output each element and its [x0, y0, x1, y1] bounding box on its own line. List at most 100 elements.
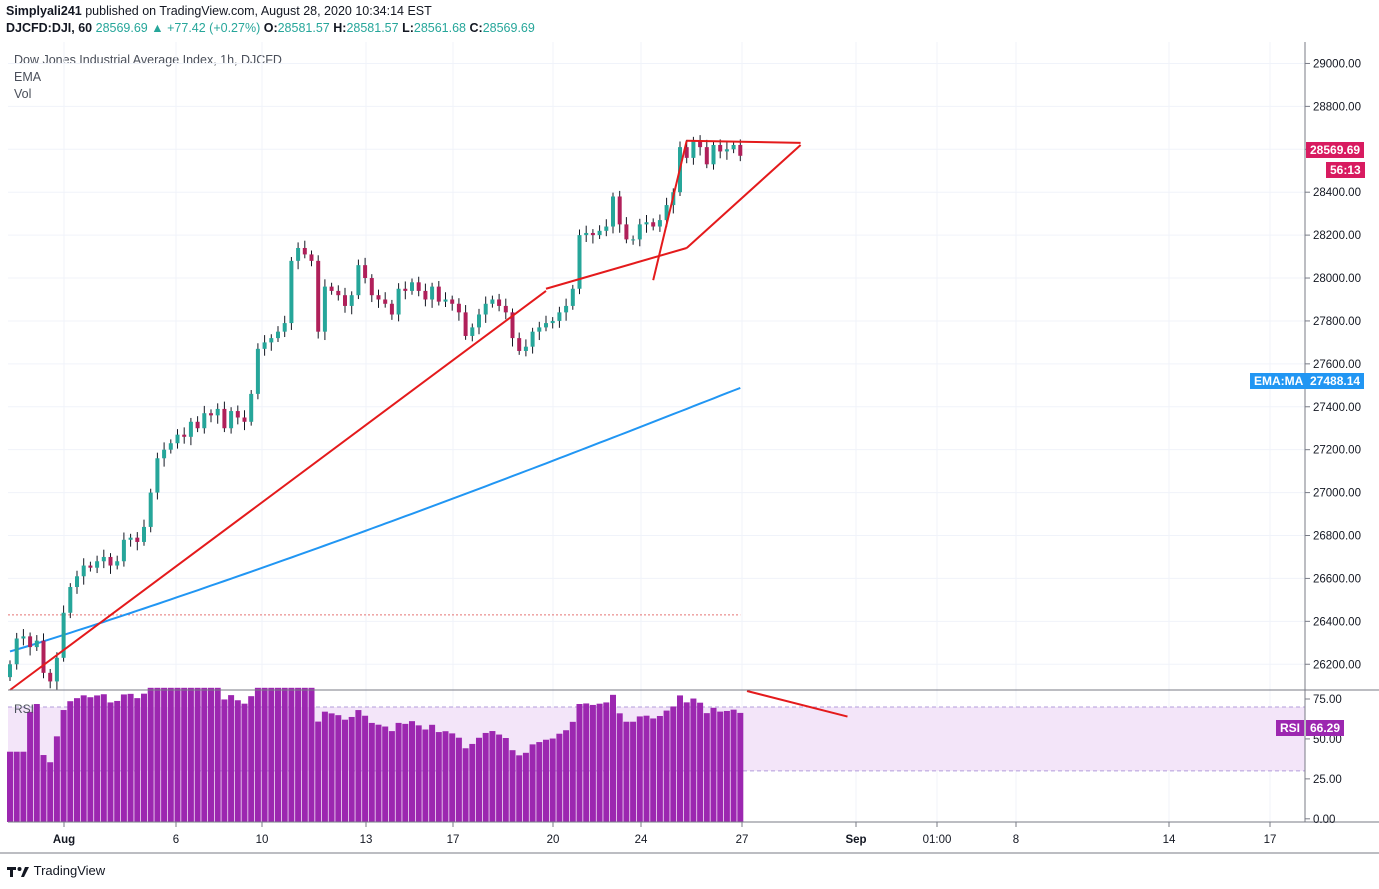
candle	[497, 299, 502, 306]
rsi-bar	[516, 755, 523, 822]
rsi-bar	[248, 696, 255, 822]
trendline	[686, 139, 801, 144]
candle	[691, 140, 696, 158]
rsi-legend[interactable]: RSI	[14, 702, 35, 716]
rsi-bar	[335, 715, 342, 822]
candle	[135, 537, 140, 542]
rsi-bar	[435, 732, 442, 822]
candle	[410, 282, 414, 291]
trendline	[545, 247, 687, 290]
rsi-bar	[221, 699, 228, 822]
low-label: L:	[402, 21, 414, 35]
candle	[48, 672, 53, 682]
candle	[724, 149, 729, 152]
rsi-bar	[154, 687, 161, 822]
candle	[41, 640, 46, 673]
candle	[611, 196, 615, 227]
legend-ema[interactable]: EMA	[14, 70, 42, 84]
rsi-bar	[509, 750, 516, 822]
symbol[interactable]: DJCFD:DJI, 60	[6, 21, 93, 35]
rsi-name-tag: RSI	[1276, 720, 1305, 736]
candle	[564, 305, 569, 313]
rsi-bar	[368, 722, 375, 822]
ohlc-header: DJCFD:DJI, 60 28569.69 ▲ +77.42 (+0.27%)…	[6, 21, 535, 35]
candle	[430, 286, 435, 300]
price-tick-label: 27800.00	[1313, 316, 1361, 328]
rsi-bar	[409, 721, 415, 822]
candle	[68, 587, 73, 613]
candle	[416, 282, 421, 291]
rsi-bar	[308, 687, 315, 822]
rsi-bar	[194, 687, 201, 822]
rsi-bar	[342, 719, 348, 822]
candle	[651, 222, 656, 227]
candle	[510, 312, 515, 339]
rsi-bar	[67, 701, 74, 822]
price-tick-label: 27200.00	[1313, 445, 1361, 457]
rsi-bar	[174, 687, 181, 822]
rsi-bar	[27, 711, 34, 822]
legend-vol[interactable]: Vol	[14, 87, 32, 101]
footer-brand[interactable]: TradingView	[6, 862, 105, 878]
candle	[282, 323, 287, 332]
rsi-bar	[489, 731, 496, 822]
candle	[101, 556, 106, 562]
publish-header: Simplyali241 published on TradingView.co…	[6, 4, 432, 18]
candle	[463, 312, 468, 336]
rsi-bar	[683, 702, 690, 822]
candle	[590, 232, 595, 236]
candle	[570, 288, 575, 306]
candle	[28, 636, 33, 648]
rsi-bar	[717, 711, 724, 822]
publisher-name[interactable]: Simplyali241	[6, 4, 82, 18]
rsi-bar	[234, 700, 241, 822]
rsi-bar	[663, 710, 670, 822]
candle	[363, 265, 368, 279]
candle	[537, 327, 542, 332]
rsi-bar	[610, 694, 616, 822]
candle	[142, 526, 146, 542]
candle	[718, 144, 723, 152]
rsi-bar	[80, 695, 87, 822]
price-tag: 28569.69	[1306, 142, 1365, 158]
rsi-bar	[288, 687, 295, 822]
rsi-bar	[630, 721, 637, 822]
rsi-bar	[596, 703, 603, 822]
rsi-bar	[167, 687, 174, 822]
candle	[477, 314, 481, 328]
footer-brand-text: TradingView	[33, 863, 106, 879]
high-label: H:	[333, 21, 347, 35]
trendlines	[9, 139, 848, 718]
price-tick-label: 27400.00	[1313, 402, 1361, 414]
rsi-bar	[181, 687, 188, 822]
rsi-bar	[362, 715, 369, 822]
candle	[235, 411, 240, 418]
rsi-bar	[476, 737, 482, 822]
candle	[456, 303, 461, 313]
time-tick-label: 13	[360, 834, 373, 846]
rsi-bar	[449, 733, 456, 822]
rsi-bar	[496, 734, 503, 822]
rsi-bar	[455, 737, 462, 822]
time-tick-label: 14	[1163, 834, 1176, 846]
candle	[302, 247, 307, 255]
candle	[195, 421, 200, 429]
rsi-bar	[315, 721, 322, 822]
rsi-bar	[429, 724, 436, 822]
rsi-bar	[53, 736, 60, 822]
candle	[148, 492, 153, 527]
published-text: published on TradingView.com, August 28,…	[85, 4, 432, 18]
candle	[356, 265, 361, 296]
time-tick-label: 17	[1264, 834, 1277, 846]
candle	[604, 226, 609, 231]
candle	[162, 449, 167, 459]
candle	[450, 299, 455, 304]
rsi-bar	[375, 724, 382, 822]
candle	[731, 144, 736, 150]
candle	[389, 303, 394, 315]
time-tick-label: Sep	[845, 834, 866, 846]
time-tick-label: 20	[547, 834, 560, 846]
rsi-bar	[710, 707, 717, 822]
